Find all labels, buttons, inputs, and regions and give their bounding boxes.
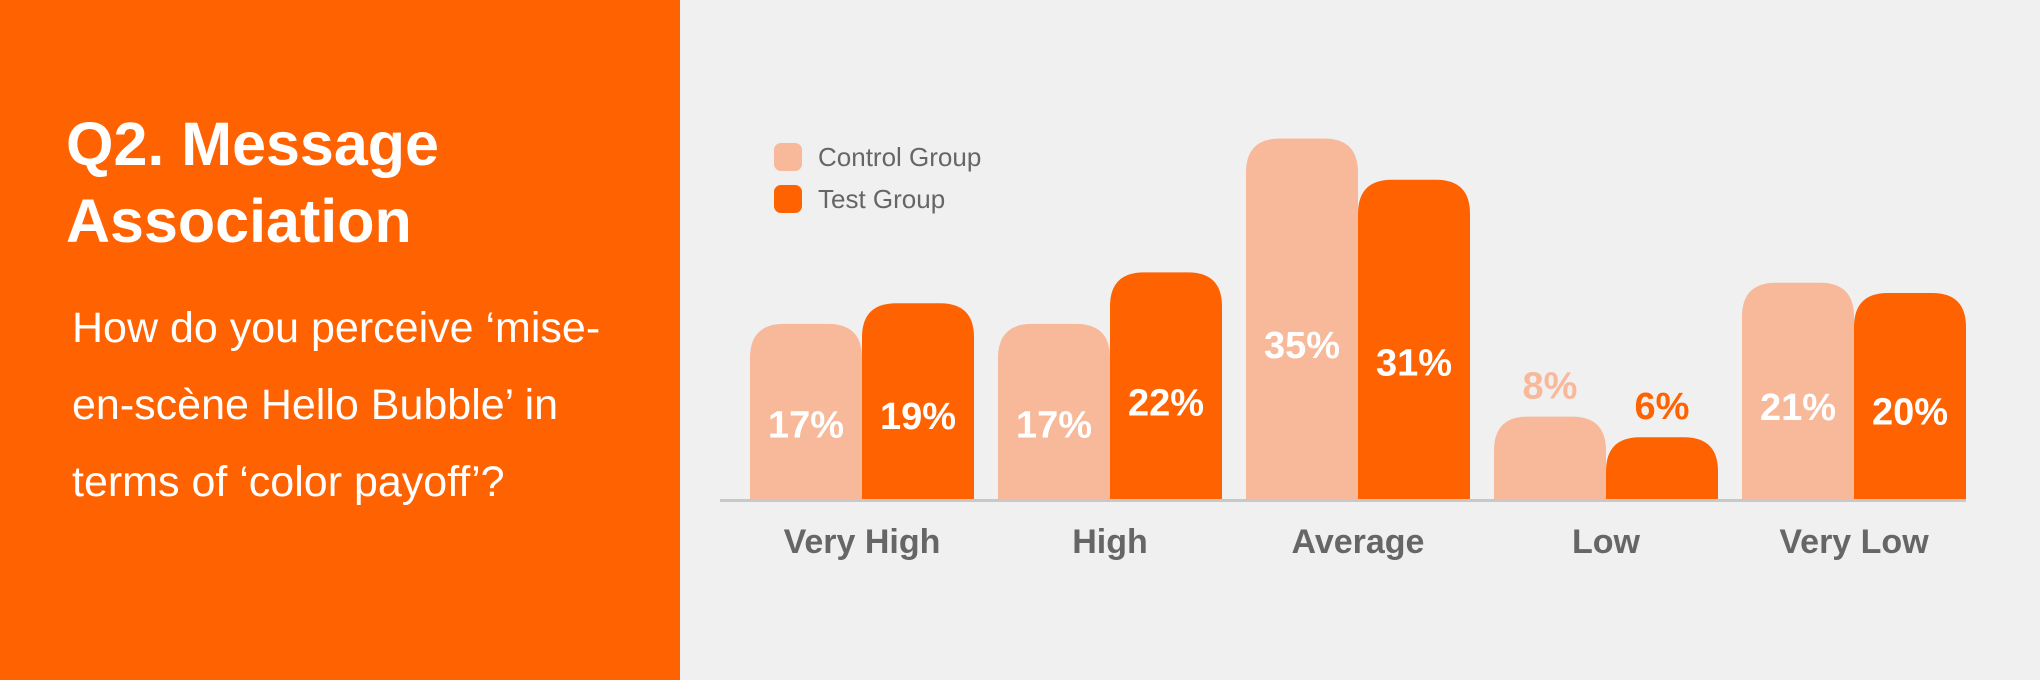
bar-test-average	[1358, 179, 1470, 499]
category-label-low: Low	[1572, 523, 1641, 561]
legend-swatch-control	[774, 143, 802, 171]
legend-swatch-test	[774, 185, 802, 213]
legend-label-control: Control Group	[818, 141, 982, 172]
data-label-test-very-high: 19%	[880, 396, 956, 438]
category-label-very-low: Very Low	[1779, 523, 1929, 561]
category-label-average: Average	[1292, 523, 1425, 561]
data-label-test-very-low: 20%	[1872, 391, 1948, 433]
bar-test-high	[1110, 272, 1222, 499]
chart-area: 17% 19% Very High 17% 22% High 35% 31% Average 8%…	[680, 0, 2040, 680]
bar-control-high	[998, 323, 1110, 499]
data-label-test-average: 31%	[1376, 343, 1452, 385]
data-label-control-very-low: 21%	[1760, 387, 1836, 429]
bar-control-average	[1246, 138, 1358, 499]
legend-label-test: Test Group	[818, 183, 946, 214]
bar-test-very-low	[1854, 293, 1966, 499]
chart-legend: Control Group Test Group	[774, 136, 981, 220]
legend-item-test: Test Group	[774, 178, 981, 220]
bar-test-very-high	[862, 303, 974, 499]
data-label-test-high: 22%	[1128, 383, 1204, 425]
data-label-control-high: 17%	[1016, 405, 1092, 447]
category-label-very-high: Very High	[784, 523, 941, 561]
bar-control-very-high	[750, 323, 862, 499]
question-text: How do you perceive ‘mise-en-scène Hello…	[72, 304, 601, 506]
data-label-control-low: 8%	[1523, 366, 1578, 408]
panel-title: Q2. Message Association	[66, 110, 439, 255]
bar-chart: 17% 19% Very High 17% 22% High 35% 31% Average 8%…	[720, 138, 1966, 561]
bar-test-low	[1606, 437, 1718, 499]
question-panel: Q2. Message Association How do you perce…	[0, 0, 680, 680]
bar-control-very-low	[1742, 282, 1854, 499]
category-label-high: High	[1072, 523, 1148, 561]
data-label-test-low: 6%	[1635, 386, 1690, 428]
data-label-control-very-high: 17%	[768, 405, 844, 447]
bar-control-low	[1494, 416, 1606, 499]
data-label-control-average: 35%	[1264, 325, 1340, 367]
legend-item-control: Control Group	[774, 136, 981, 178]
